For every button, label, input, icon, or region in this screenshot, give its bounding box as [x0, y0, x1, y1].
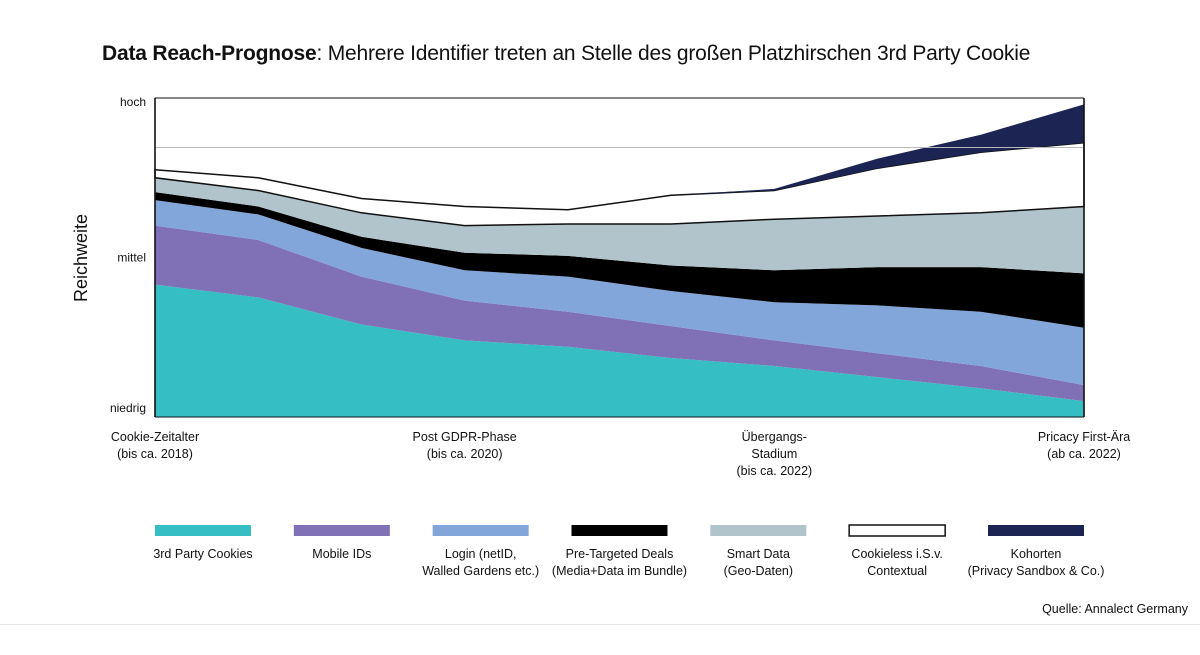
legend-label: Login (netID,: [445, 547, 517, 561]
y-axis-label: Reichweite: [71, 214, 91, 302]
legend-label: Contextual: [867, 564, 927, 578]
legend-label: Mobile IDs: [312, 547, 371, 561]
y-tick-hoch: hoch: [120, 95, 146, 109]
x-category-label: Cookie-Zeitalter: [111, 430, 199, 444]
x-category-labels: Cookie-Zeitalter (bis ca. 2018) Post GDPR-…: [111, 430, 1130, 478]
footer-divider: [0, 624, 1200, 625]
legend-label: Pre-Targeted Deals: [566, 547, 674, 561]
area-smart-data: [155, 177, 1084, 274]
chart-title-rest: : Mehrere Identifier treten an Stelle de…: [316, 42, 1031, 65]
legend-swatch: [293, 525, 390, 536]
x-category-label: Post GDPR-Phase: [413, 430, 517, 444]
y-tick-labels: hoch mittel niedrig: [110, 95, 146, 415]
x-category-label: Pricacy First-Ära: [1038, 430, 1130, 444]
legend-swatch: [710, 525, 807, 536]
legend-swatch: [571, 525, 668, 536]
legend-label: (Privacy Sandbox & Co.): [968, 564, 1105, 578]
chart-title: Data Reach-Prognose: Mehrere Identifier …: [102, 42, 1030, 66]
area-layers: [154, 104, 1085, 417]
legend-swatch: [432, 525, 529, 536]
legend-label: (Media+Data im Bundle): [552, 564, 687, 578]
legend-label: Kohorten: [1011, 547, 1062, 561]
y-tick-niedrig: niedrig: [110, 401, 146, 415]
x-category-label: (bis ca. 2020): [427, 447, 503, 461]
area-kohorten: [155, 104, 1084, 210]
legend-label: Cookieless i.S.v.: [851, 547, 942, 561]
legend-swatch: [155, 525, 251, 536]
source-note: Quelle: Annalect Germany: [1042, 602, 1188, 616]
area-mobile-ids: [155, 225, 1084, 402]
x-category-label: Übergangs-: [742, 430, 807, 444]
x-category-label: (ab ca. 2022): [1047, 447, 1121, 461]
x-category-label: (bis ca. 2018): [117, 447, 193, 461]
y-tick-mittel: mittel: [117, 251, 146, 265]
area-login-netid: [155, 200, 1084, 386]
legend: 3rd Party Cookies Mobile IDs Login (netID,…: [153, 524, 1105, 578]
axes: [154, 97, 1085, 418]
x-category-label: (bis ca. 2022): [736, 464, 812, 478]
legend-label: (Geo-Daten): [724, 564, 793, 578]
legend-swatch: [848, 524, 946, 537]
legend-label: 3rd Party Cookies: [153, 547, 252, 561]
area-3rd-party-cookies: [155, 284, 1084, 417]
area-pre-targeted-deals: [155, 192, 1084, 328]
legend-label: Smart Data: [727, 547, 790, 561]
chart-title-bold: Data Reach-Prognose: [102, 42, 317, 65]
legend-label: Walled Gardens etc.): [422, 564, 539, 578]
legend-swatch: [988, 525, 1084, 536]
x-category-label: Stadium: [751, 447, 797, 461]
